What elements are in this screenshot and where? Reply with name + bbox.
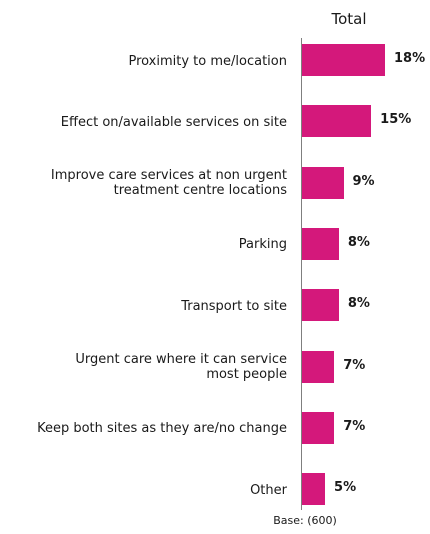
value-label: 5% bbox=[334, 480, 357, 496]
bar bbox=[302, 289, 339, 322]
base-note: Base: (600) bbox=[273, 514, 337, 527]
bar bbox=[302, 105, 372, 138]
category-label: Improve care services at non urgent treat… bbox=[50, 167, 287, 198]
value-label: 8% bbox=[347, 234, 370, 250]
category-label: Keep both sites as they are/no change bbox=[37, 421, 287, 437]
bar bbox=[302, 350, 335, 383]
axis-line bbox=[301, 38, 302, 510]
value-label: 8% bbox=[347, 296, 370, 312]
value-label: 18% bbox=[394, 51, 426, 66]
value-label: 7% bbox=[343, 357, 366, 373]
value-label: 15% bbox=[380, 112, 412, 128]
bar bbox=[302, 227, 339, 260]
value-label: 9% bbox=[352, 173, 375, 189]
bar bbox=[302, 473, 326, 506]
category-label: Effect on/available services on site bbox=[60, 114, 287, 130]
bar bbox=[302, 166, 344, 199]
series-title: Total bbox=[331, 10, 367, 28]
bar bbox=[302, 44, 385, 76]
category-label: Parking bbox=[238, 237, 287, 253]
bar bbox=[302, 411, 335, 444]
category-label: Transport to site bbox=[181, 298, 287, 314]
category-label: Proximity to me/location bbox=[128, 53, 287, 69]
category-label: Other bbox=[250, 482, 287, 498]
category-label: Urgent care where it can service most peo… bbox=[75, 351, 287, 382]
value-label: 7% bbox=[343, 418, 366, 434]
